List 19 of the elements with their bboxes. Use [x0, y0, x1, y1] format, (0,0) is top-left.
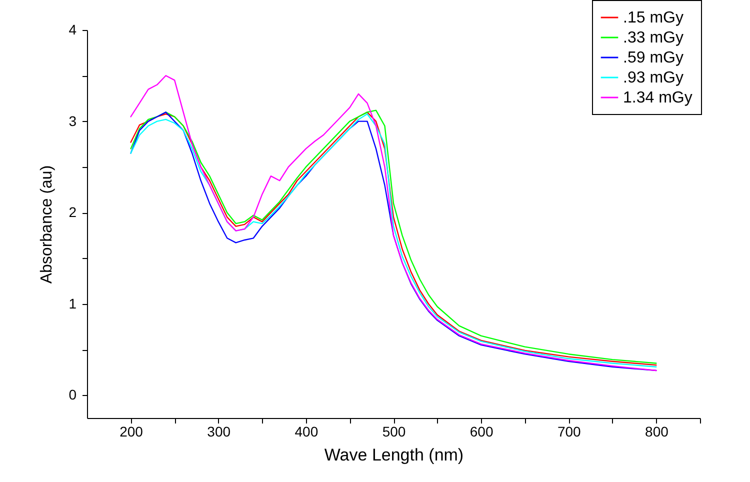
y-tick-label: 4: [68, 22, 77, 38]
x-tick-label: 300: [207, 424, 231, 440]
x-tick-label: 200: [120, 424, 144, 440]
y-tick-label: 3: [68, 112, 77, 129]
legend-label: .15 mGy: [623, 10, 684, 26]
x-tick-label: 500: [382, 424, 406, 440]
y-tick-label: 2: [68, 204, 77, 220]
y-tick-label: 1: [68, 295, 77, 312]
x-tick-label: 400: [294, 424, 318, 440]
y-axis-title: Absorbance (au): [38, 165, 56, 284]
legend-label: .33 mGy: [623, 30, 684, 46]
y-tick-label: 0: [68, 386, 77, 403]
x-tick-label: 600: [470, 424, 494, 440]
x-tick-label: 700: [557, 424, 582, 440]
x-tick-label: 800: [645, 424, 669, 440]
x-axis-title: Wave Length (nm): [324, 446, 464, 464]
legend-label: .93 mGy: [623, 70, 684, 86]
legend-label: 1.34 mGy: [623, 90, 692, 106]
legend-label: .59 mGy: [623, 50, 684, 66]
